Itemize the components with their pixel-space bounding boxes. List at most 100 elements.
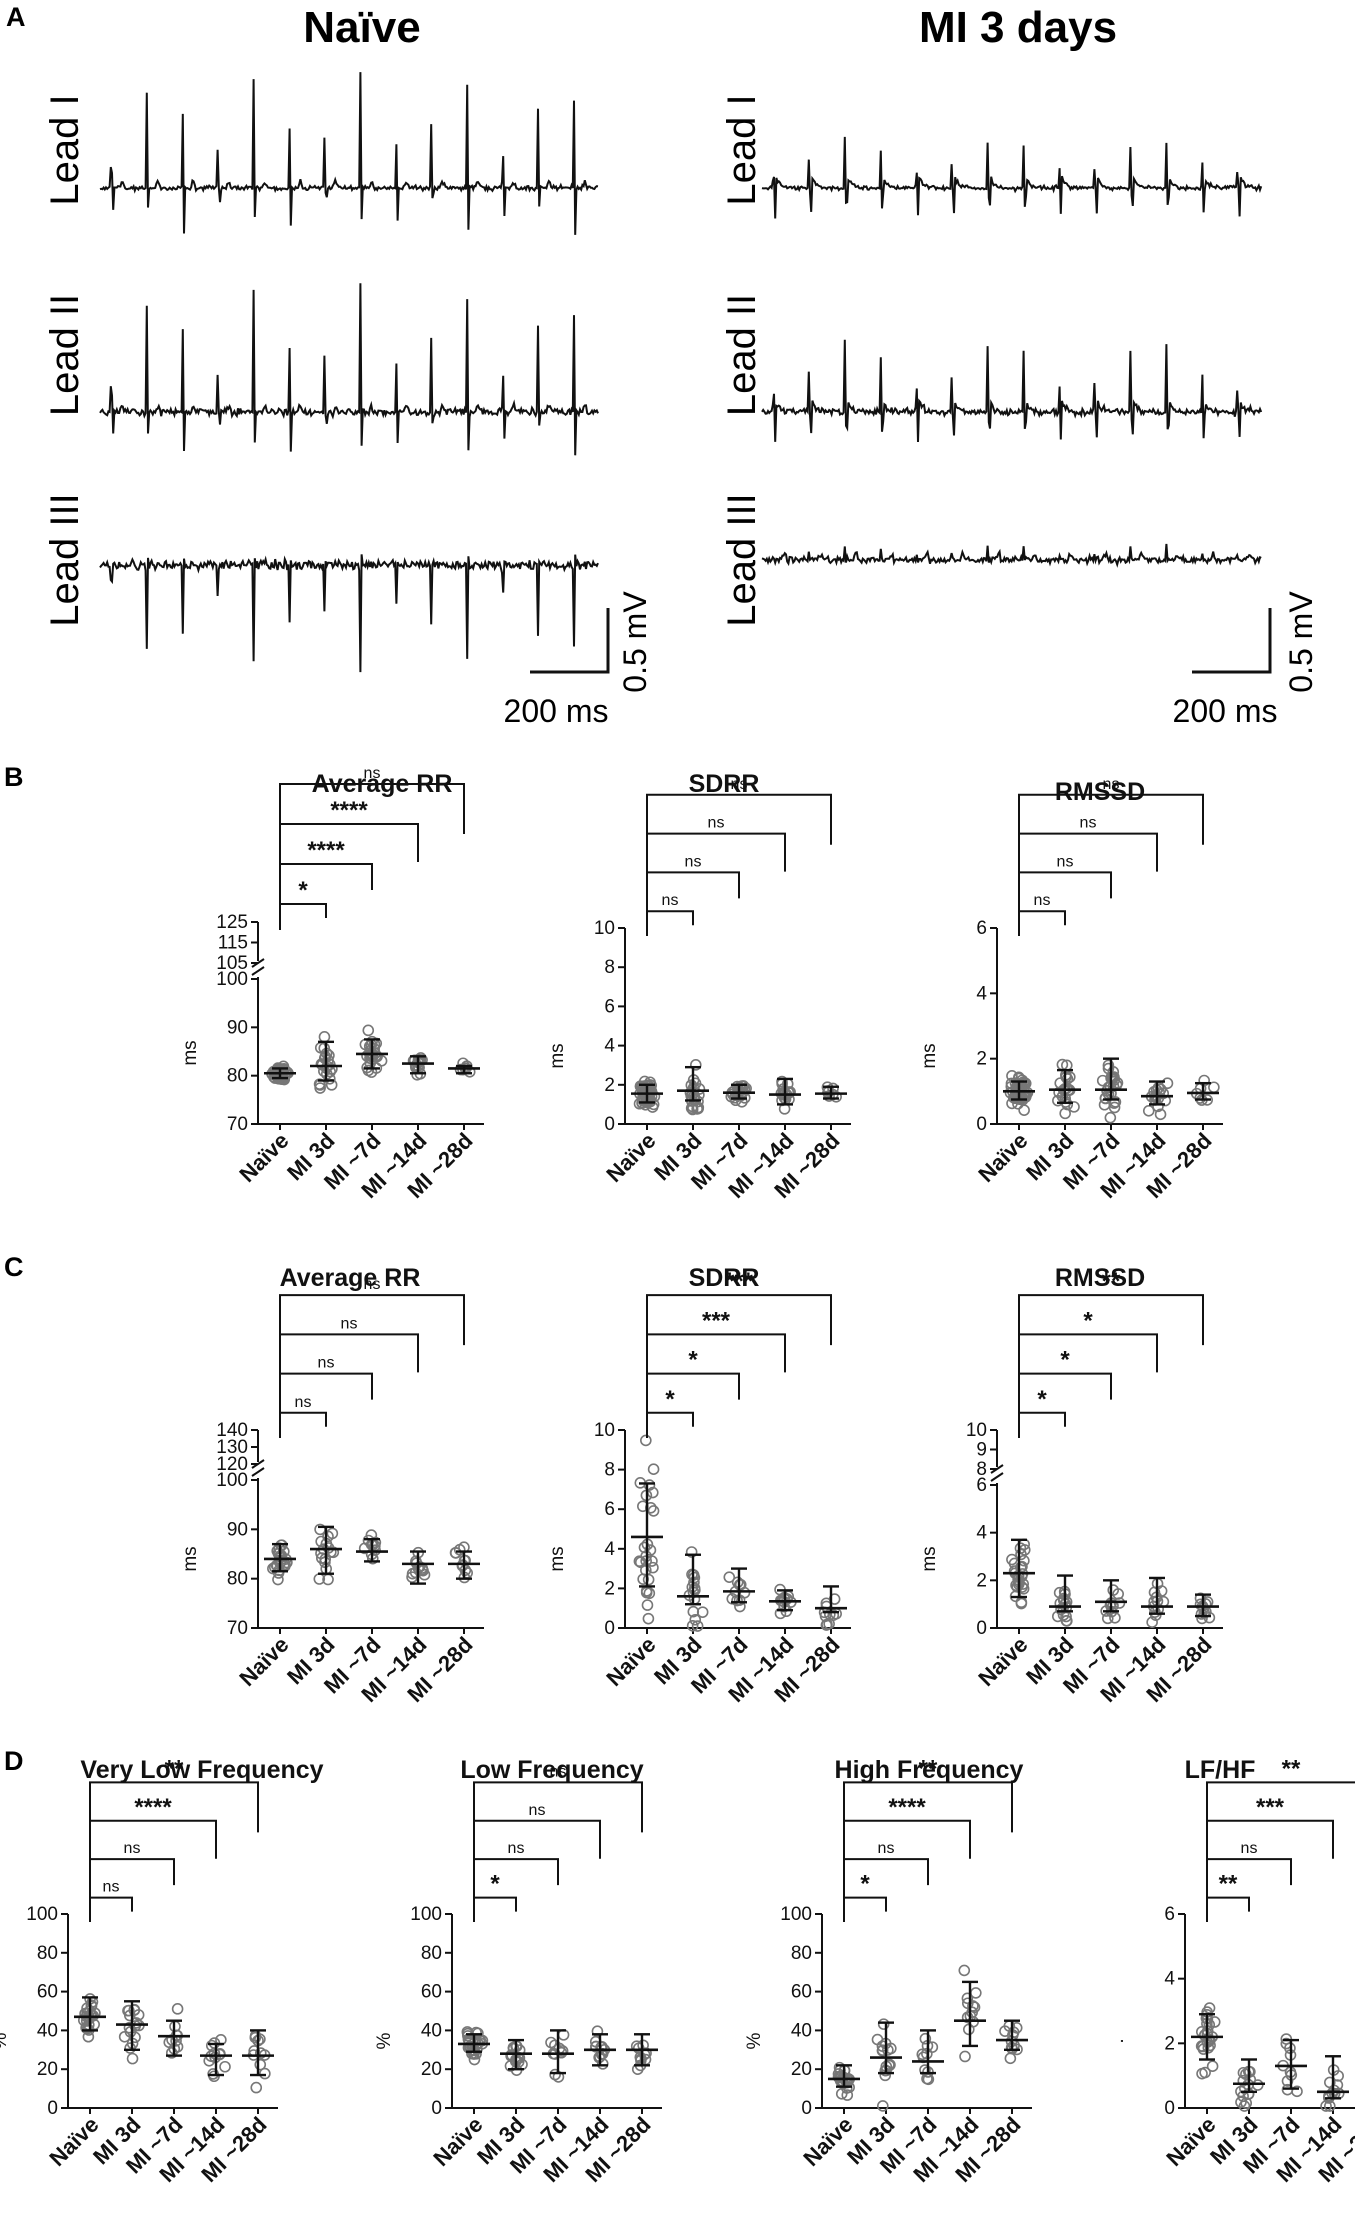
y-tick-label: 120 [216, 1454, 248, 1475]
significance-label: ns [508, 1840, 525, 1857]
chart-title: SDRR [689, 770, 760, 798]
data-point [132, 2009, 145, 2021]
data-point [208, 2047, 221, 2060]
y-axis-label: % [374, 2032, 395, 2049]
category-label: Naïve [1161, 2112, 1220, 2171]
significance-bracket [279, 903, 327, 930]
significance-label: ns [1057, 853, 1074, 870]
data-point [876, 2045, 889, 2057]
data-point [1007, 2026, 1020, 2039]
data-point [1004, 2052, 1017, 2065]
y-tick-label: 6 [976, 1475, 987, 1496]
y-axis-label: % [744, 2032, 765, 2049]
y-tick-label: 2 [976, 1049, 987, 1070]
data-point [549, 2039, 561, 2052]
group-title-naive: Naïve [303, 3, 420, 52]
data-point [318, 1031, 331, 1043]
y-tick-label: 0 [604, 1618, 615, 1639]
y-tick-label: 4 [976, 1523, 987, 1544]
significance-bracket [89, 1781, 259, 1910]
data-point [449, 1546, 462, 1559]
data-point [1015, 1597, 1028, 1610]
data-point [171, 2003, 184, 2015]
data-point [689, 1059, 702, 1071]
ecg-trace-naive-lead-3 [99, 554, 599, 673]
data-point [470, 2026, 482, 2039]
significance-bracket [646, 1294, 832, 1426]
significance-label: ** [1219, 1871, 1238, 1898]
data-point [691, 1620, 704, 1632]
data-point [326, 1527, 339, 1540]
data-point [1142, 1105, 1155, 1117]
significance-label: ns [124, 1840, 141, 1857]
panel-label-c: C [4, 1252, 24, 1282]
data-point [77, 2014, 90, 2027]
data-point [323, 1049, 335, 1062]
ecg-trace-naive-lead-1 [99, 72, 599, 235]
significance-label: ns [662, 892, 679, 909]
significance-label: ns [1034, 892, 1051, 909]
y-tick-label: 80 [791, 1943, 812, 1964]
scale-time-mi: 200 ms [1173, 693, 1278, 729]
data-point [81, 2007, 93, 2019]
data-point [1107, 1584, 1120, 1596]
y-tick-label: 100 [780, 1904, 812, 1925]
y-axis-label: ms [547, 1043, 568, 1068]
y-tick-label: 130 [216, 1437, 248, 1458]
significance-label: ns [1103, 776, 1120, 793]
y-tick-label: 20 [791, 2059, 812, 2080]
significance-bracket [1018, 832, 1158, 928]
y-tick-label: 0 [431, 2098, 442, 2119]
significance-bracket [279, 1294, 465, 1426]
y-tick-label: 4 [604, 1539, 615, 1560]
ecg-trace-mi-lead-3 [761, 543, 1262, 568]
data-point [919, 2032, 932, 2045]
y-tick-label: 40 [791, 2020, 812, 2041]
panel-label-a: A [6, 2, 26, 32]
y-tick-label: 80 [421, 1943, 442, 1964]
significance-label: ns [318, 1355, 335, 1372]
significance-label: ns [731, 776, 748, 793]
significance-label: ns [364, 1276, 381, 1293]
significance-label: ns [708, 815, 725, 832]
data-point [1108, 1071, 1120, 1083]
data-point [642, 1612, 655, 1625]
data-point [461, 2026, 474, 2038]
y-tick-label: 0 [1164, 2098, 1175, 2119]
significance-bracket [1018, 793, 1204, 924]
data-point [686, 1619, 699, 1632]
significance-label: ns [1241, 1840, 1258, 1857]
data-point [1194, 1592, 1207, 1605]
data-point [1014, 1542, 1027, 1555]
y-tick-label: 6 [604, 1499, 615, 1520]
data-point [1240, 2068, 1252, 2081]
significance-bracket [646, 1411, 694, 1438]
data-point [647, 1505, 660, 1517]
significance-label: * [860, 1871, 870, 1898]
data-point [1101, 1612, 1114, 1625]
y-tick-label: 70 [227, 1114, 248, 1135]
scale-voltage-naive: 0.5 mV [617, 591, 653, 693]
axis-break-mark [990, 1472, 1004, 1482]
significance-label: **** [134, 1794, 172, 1821]
significance-bracket [843, 1896, 887, 1922]
y-tick-label: 8 [604, 1460, 615, 1481]
significance-label: ns [550, 1763, 567, 1780]
y-tick-label: 100 [410, 1904, 442, 1925]
y-tick-label: 20 [37, 2059, 58, 2080]
y-tick-label: 60 [37, 1982, 58, 2003]
data-point [958, 1964, 971, 1977]
data-point [877, 2018, 890, 2030]
data-point [644, 1544, 657, 1556]
y-tick-label: 90 [227, 1017, 248, 1038]
y-tick-label: 60 [421, 1982, 442, 2003]
y-tick-label: 115 [218, 933, 248, 954]
data-point [267, 1562, 279, 1575]
